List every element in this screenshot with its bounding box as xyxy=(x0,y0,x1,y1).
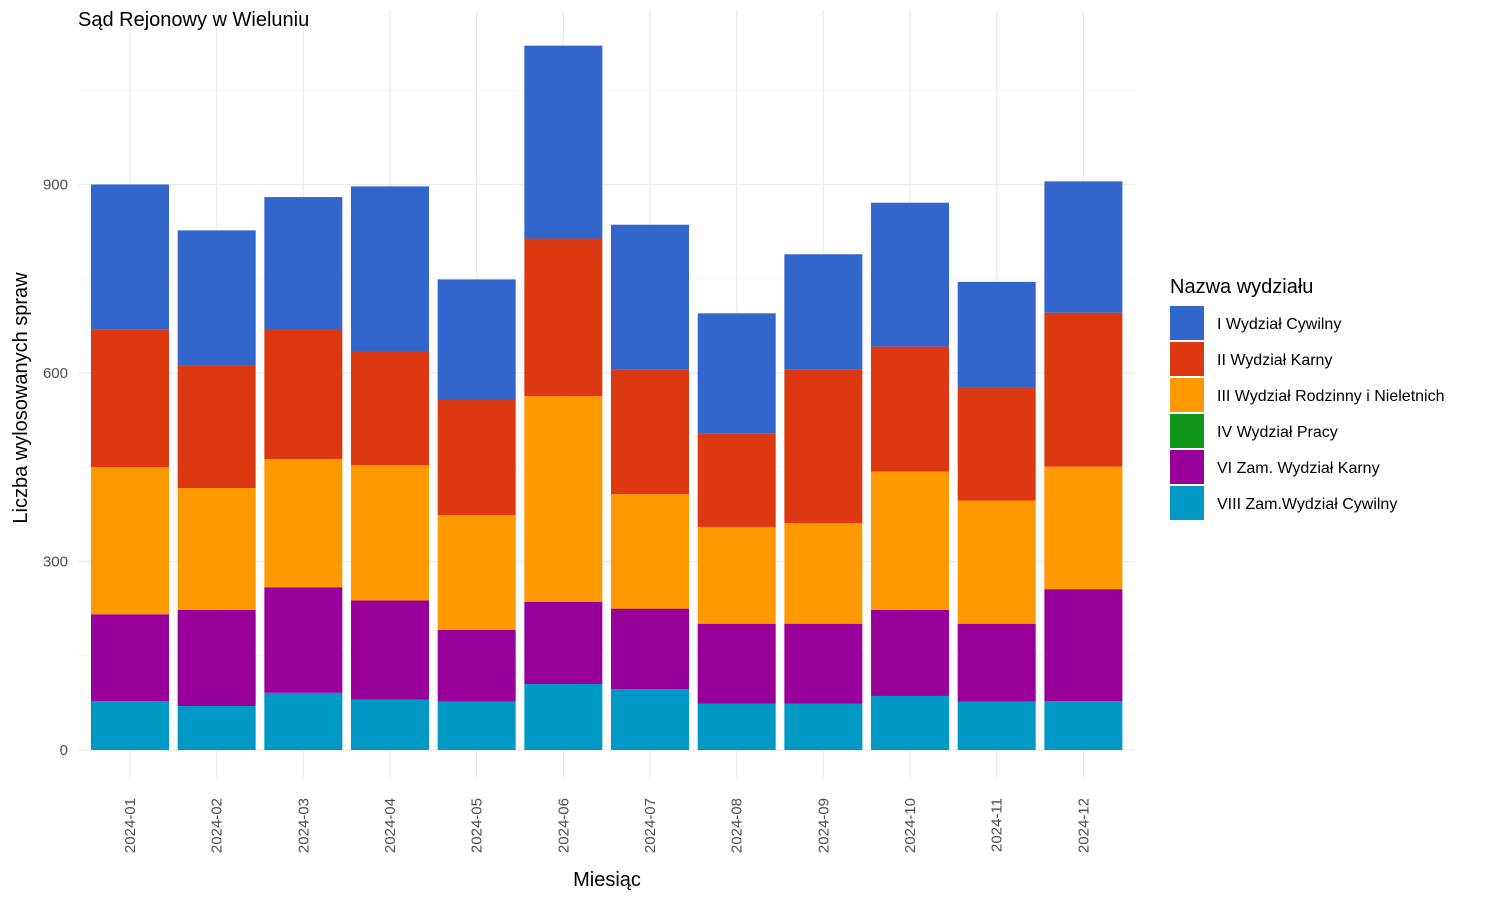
x-tick-label: 2024-10 xyxy=(902,798,919,853)
bar-segment xyxy=(871,346,950,472)
x-axis-title: Miesiąc xyxy=(573,869,641,891)
bar-segment xyxy=(611,608,690,690)
bar-segment xyxy=(91,700,169,750)
x-tick-label: 2024-06 xyxy=(555,798,572,853)
bar-segment xyxy=(957,500,1036,624)
legend-swatch xyxy=(1170,450,1204,484)
bar-segment xyxy=(524,45,603,239)
bar-segment xyxy=(697,623,776,704)
legend-swatch xyxy=(1170,378,1204,412)
bar-segment xyxy=(957,387,1036,501)
bar-segment xyxy=(697,433,776,527)
bar-segment xyxy=(697,313,776,434)
bar-segment xyxy=(524,601,603,685)
bar-segment xyxy=(351,186,430,352)
bar-segment xyxy=(524,396,603,602)
bar-segment xyxy=(351,351,430,466)
bar-segment xyxy=(437,279,516,401)
bar-segment xyxy=(264,197,343,330)
legend-swatch xyxy=(1170,306,1204,340)
y-axis-title: Liczba wylosowanych spraw xyxy=(10,272,32,524)
legend-label: II Wydział Karny xyxy=(1217,352,1332,369)
bar-segment xyxy=(91,184,169,330)
bar-segment xyxy=(1044,312,1123,467)
bar-segment xyxy=(871,609,950,696)
bar-segment xyxy=(177,487,256,610)
bar-segment xyxy=(351,600,430,700)
bar-segment xyxy=(437,629,516,702)
x-tick-label: 2024-07 xyxy=(642,798,659,853)
bar-segment xyxy=(957,281,1036,388)
bar-segment xyxy=(784,254,863,370)
bar-segment xyxy=(611,689,690,750)
bar-segment xyxy=(784,703,863,750)
legend-label: III Wydział Rodzinny i Nieletnich xyxy=(1217,388,1445,405)
bar-segment xyxy=(871,695,950,750)
bar-segment xyxy=(351,465,430,601)
bar-segment xyxy=(177,365,256,488)
bar-segment xyxy=(697,703,776,750)
bar-segment xyxy=(611,494,690,609)
x-tick-label: 2024-11 xyxy=(989,798,1006,852)
bar-segment xyxy=(264,587,343,693)
bar-segment xyxy=(1044,589,1123,701)
bar-segment xyxy=(91,467,169,615)
bar-segment xyxy=(611,369,690,495)
legend-label: VI Zam. Wydział Karny xyxy=(1217,460,1380,477)
bar-segment xyxy=(264,459,343,588)
bar-segment xyxy=(437,701,516,750)
x-tick-label: 2024-08 xyxy=(729,798,746,853)
y-tick-label: 300 xyxy=(43,554,68,571)
legend-swatch xyxy=(1170,342,1204,376)
bar-segment xyxy=(784,369,863,524)
x-tick-label: 2024-02 xyxy=(209,798,226,853)
bar-segment xyxy=(351,699,430,750)
bar-segment xyxy=(1044,466,1123,590)
bar-segment xyxy=(91,614,169,701)
y-tick-label: 900 xyxy=(43,177,68,194)
bar-segment xyxy=(611,224,690,370)
chart-title: Sąd Rejonowy w Wieluniu xyxy=(78,9,309,31)
bar-segment xyxy=(1044,181,1123,313)
bar-segment xyxy=(437,515,516,630)
x-tick-label: 2024-03 xyxy=(295,798,312,853)
bar-segment xyxy=(871,202,950,347)
bar-segment xyxy=(1044,700,1123,750)
bars xyxy=(91,45,1123,750)
legend-title: Nazwa wydziału xyxy=(1170,276,1313,298)
bar-segment xyxy=(264,329,343,460)
bar-segment xyxy=(91,329,169,468)
y-tick-label: 0 xyxy=(60,742,68,759)
bar-segment xyxy=(177,609,256,707)
bar-segment xyxy=(871,471,950,610)
legend-swatch xyxy=(1170,486,1204,520)
bar-segment xyxy=(177,230,256,366)
bar-segment xyxy=(697,526,776,624)
axes: 0 300 600 900 2024-01 2024-02 2024-03 2024-04 20… xyxy=(43,177,1092,854)
x-tick-label: 2024-09 xyxy=(815,798,832,853)
legend-label: I Wydział Cywilny xyxy=(1217,316,1341,333)
bar-segment xyxy=(524,684,603,750)
legend-label: IV Wydział Pracy xyxy=(1217,424,1338,441)
bar-segment xyxy=(957,701,1036,750)
x-tick-label: 2024-01 xyxy=(122,798,139,853)
legend-swatch xyxy=(1170,414,1204,448)
bar-segment xyxy=(784,523,863,624)
bar-segment xyxy=(437,400,516,516)
bar-segment xyxy=(177,706,256,750)
x-tick-label: 2024-05 xyxy=(469,798,486,853)
x-tick-label: 2024-04 xyxy=(382,798,399,853)
legend: Nazwa wydziału I Wydział Cywilny II Wydzi… xyxy=(1170,276,1445,520)
bar-segment xyxy=(524,238,603,397)
bar-segment xyxy=(784,623,863,704)
x-tick-label: 2024-12 xyxy=(1075,798,1092,853)
legend-label: VIII Zam.Wydział Cywilny xyxy=(1217,496,1397,513)
y-tick-label: 600 xyxy=(43,365,68,382)
bar-segment xyxy=(264,692,343,750)
bar-segment xyxy=(957,623,1036,702)
